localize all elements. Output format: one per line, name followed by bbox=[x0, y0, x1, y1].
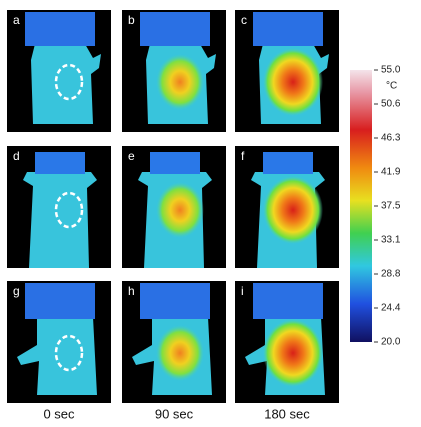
panel-label: b bbox=[128, 13, 135, 27]
panel-label: c bbox=[241, 13, 247, 27]
heat-spot bbox=[263, 319, 323, 387]
heat-spot bbox=[156, 54, 204, 110]
heat-spot bbox=[263, 48, 323, 116]
holder bbox=[35, 152, 85, 174]
colorbar-ticks: 55.0 50.6 46.3 41.9 37.5 33.1 28.8 24.4 20.0 bbox=[374, 65, 401, 348]
holder bbox=[253, 283, 323, 319]
thermal-panel: b bbox=[122, 10, 226, 132]
panel-label: i bbox=[241, 284, 244, 298]
holder bbox=[150, 152, 200, 174]
colorbar bbox=[350, 70, 372, 342]
colorbar-tick-label: 33.1 bbox=[381, 235, 401, 246]
panel-label: e bbox=[128, 149, 135, 163]
colorbar-tick-label: 24.4 bbox=[381, 303, 401, 314]
thermal-panel: d bbox=[7, 146, 111, 268]
thermal-panel: e bbox=[122, 146, 226, 268]
heat-spot bbox=[156, 182, 204, 238]
holder bbox=[140, 283, 210, 319]
panels: a b c d e f g h i bbox=[7, 10, 339, 403]
holder bbox=[25, 283, 95, 319]
time-label: 90 sec bbox=[155, 406, 194, 421]
thermal-panel: h bbox=[122, 281, 226, 403]
body bbox=[31, 44, 101, 124]
thermal-panel: g bbox=[7, 281, 111, 403]
colorbar-tick-label: 55.0 bbox=[381, 65, 401, 76]
body bbox=[23, 172, 97, 268]
thermal-panel: a bbox=[7, 10, 111, 132]
panel-label: d bbox=[13, 149, 20, 163]
colorbar-tick-label: 41.9 bbox=[381, 167, 401, 178]
figure: a b c d e f g h i 55.0 50.6 46.3 41.9 37.5 33.1 28.8 24… bbox=[0, 0, 421, 427]
colorbar-tick-label: 37.5 bbox=[381, 201, 401, 212]
holder bbox=[25, 12, 95, 46]
time-label: 0 sec bbox=[43, 406, 75, 421]
time-labels: 0 sec 90 sec 180 sec bbox=[43, 406, 310, 421]
panel-label: h bbox=[128, 284, 135, 298]
heat-spot bbox=[156, 325, 204, 381]
holder bbox=[263, 152, 313, 174]
panel-label: a bbox=[13, 13, 20, 27]
holder bbox=[253, 12, 323, 46]
colorbar-tick-label: 50.6 bbox=[381, 99, 401, 110]
colorbar-unit: °C bbox=[386, 81, 397, 92]
heat-spot bbox=[263, 176, 323, 244]
time-label: 180 sec bbox=[264, 406, 310, 421]
holder bbox=[140, 12, 210, 46]
panel-label: g bbox=[13, 284, 20, 298]
thermal-panel: i bbox=[235, 281, 339, 403]
colorbar-tick-label: 20.0 bbox=[381, 337, 401, 348]
thermal-panel: f bbox=[235, 146, 339, 268]
colorbar-tick-label: 28.8 bbox=[381, 269, 401, 280]
thermal-panel: c bbox=[235, 10, 339, 132]
colorbar-tick-label: 46.3 bbox=[381, 133, 401, 144]
